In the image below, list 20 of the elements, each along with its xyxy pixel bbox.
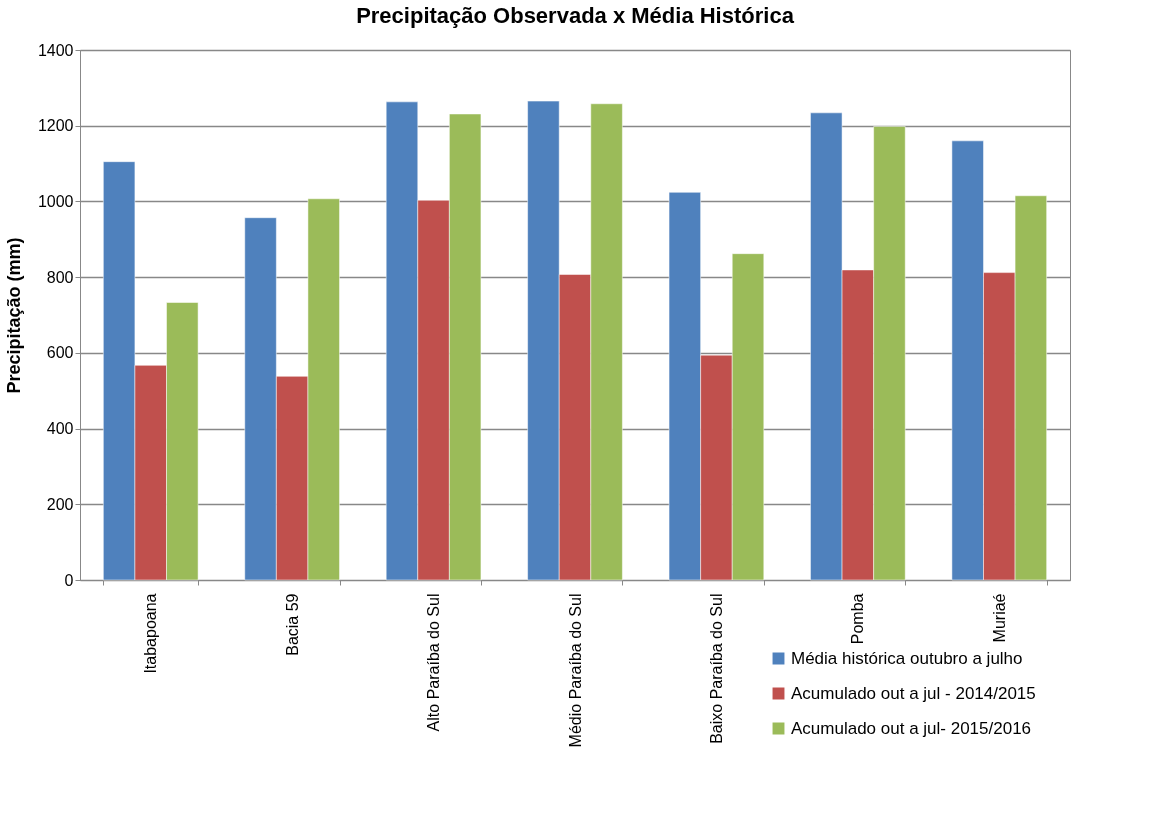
x-tick-label: Bacia 59 <box>283 593 301 656</box>
y-tick-label: 200 <box>46 495 74 513</box>
x-tick-label: Pomba <box>849 593 867 645</box>
y-tick-label: 0 <box>64 571 74 589</box>
y-tick-label: 400 <box>46 420 74 438</box>
y-tick-label: 1000 <box>37 192 74 210</box>
chart-title: Precipitação Observada x Média Histórica <box>356 3 795 28</box>
y-tick-label: 1200 <box>37 117 74 135</box>
x-tick-label: Médio Paraíba do Sul <box>566 593 584 748</box>
legend-label: Média histórica outubro a julho <box>791 648 1023 668</box>
x-tick-label: Muriaé <box>990 593 1008 643</box>
legend-label: Acumulado out a jul- 2015/2016 <box>791 718 1032 738</box>
y-axis-title: Precipitação (mm) <box>3 237 24 394</box>
x-tick-label: Itabapoana <box>142 593 160 674</box>
legend-label: Acumulado out a jul - 2014/2015 <box>791 683 1036 703</box>
x-tick-label: Alto Paraíba do Sul <box>425 593 443 732</box>
x-tick-label: Baixo Paraíba do Sul <box>707 593 725 744</box>
y-tick-label: 1400 <box>37 41 74 59</box>
y-tick-label: 800 <box>46 268 74 286</box>
y-tick-label: 600 <box>46 344 74 362</box>
